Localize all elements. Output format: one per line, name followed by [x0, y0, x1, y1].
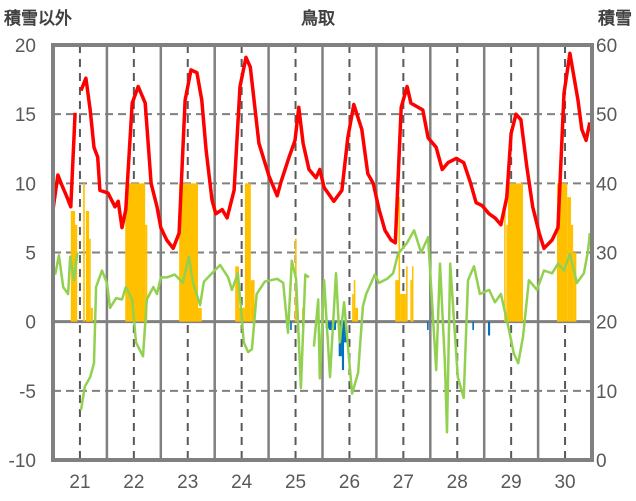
y-tick-left: 0: [25, 313, 36, 334]
bar-orange: [89, 238, 91, 322]
y-tick-left: 15: [15, 105, 36, 126]
bar-orange: [244, 183, 251, 322]
y-tick-right: 20: [596, 313, 617, 334]
bars: [70, 183, 577, 371]
bar-blue: [341, 321, 345, 371]
bar-orange: [75, 224, 78, 322]
bar-orange: [90, 307, 93, 322]
y-tick-left: 20: [15, 36, 36, 57]
bar-orange: [556, 183, 568, 322]
x-tick: 25: [285, 472, 306, 493]
x-tick: 28: [447, 472, 468, 493]
bar-blue: [344, 321, 347, 343]
y-tick-right: 50: [596, 105, 617, 126]
x-tick: 26: [339, 472, 360, 493]
bar-orange: [85, 211, 90, 322]
right-axis-label: 積雪: [598, 8, 632, 29]
bar-orange: [573, 252, 577, 322]
bar-orange: [406, 266, 408, 322]
y-tick-left: 10: [15, 174, 36, 195]
grid: [53, 45, 592, 460]
x-tick: 30: [554, 472, 575, 493]
x-tick: 21: [69, 472, 90, 493]
bar-orange: [125, 183, 146, 322]
x-tick: 23: [177, 472, 198, 493]
bar-blue: [472, 321, 474, 330]
bar-orange: [235, 266, 239, 322]
bar-orange: [353, 280, 356, 322]
plot-frame: [51, 43, 594, 462]
chart-title: 鳥取: [301, 8, 335, 29]
bar-orange: [197, 307, 202, 322]
bar-orange: [400, 294, 407, 322]
bar-orange: [507, 183, 524, 322]
y-tick-right: 30: [596, 244, 617, 265]
bar-blue: [290, 321, 292, 330]
bar-orange: [570, 224, 574, 322]
bar-orange: [352, 294, 354, 322]
y-tick-right: 60: [596, 36, 617, 57]
y-tick-left: 5: [25, 244, 36, 265]
y-tick-right: 0: [596, 451, 607, 472]
bar-orange: [504, 211, 506, 322]
bar-orange: [506, 224, 508, 322]
x-tick: 29: [501, 472, 522, 493]
series-line-red: [51, 51, 592, 251]
bar-orange: [410, 280, 412, 322]
y-tick-left: -5: [19, 382, 36, 403]
x-tick: 22: [123, 472, 144, 493]
bar-orange: [83, 183, 85, 322]
series-line-green: [53, 229, 592, 434]
x-tick: 27: [393, 472, 414, 493]
bar-blue: [427, 321, 429, 330]
bar-orange: [411, 266, 414, 322]
bar-orange: [145, 224, 148, 322]
left-axis-label: 積雪以外: [4, 8, 72, 29]
y-tick-right: 40: [596, 174, 617, 195]
bar-orange: [250, 280, 255, 322]
bar-orange: [398, 197, 401, 322]
bar-blue: [487, 321, 491, 336]
x-tick: 24: [231, 472, 253, 493]
bar-orange: [395, 280, 399, 322]
bar-orange: [355, 307, 359, 322]
y-tick-left: -10: [9, 451, 36, 472]
y-tick-right: 10: [596, 382, 617, 403]
